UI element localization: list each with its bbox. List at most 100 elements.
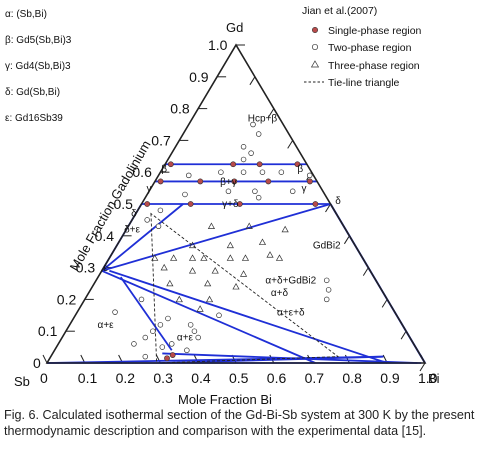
three-phase-point	[170, 254, 178, 261]
phase-boundary-line	[119, 276, 173, 351]
two-phase-point	[240, 169, 247, 175]
three-phase-point	[188, 267, 197, 274]
two-phase-point	[187, 322, 194, 328]
right-tick-mark	[249, 76, 256, 86]
phase-definitions: α: (Sb,Bi) β: Gd5(Sb,Bi)3 γ: Gd4(Sb,Bi)3…	[5, 2, 71, 132]
left-tick-label: 0.3	[76, 260, 96, 276]
three-phase-point	[275, 254, 284, 261]
legend-entry-single: Single-phase region	[328, 25, 422, 37]
left-tick-label: 0.6	[132, 164, 152, 180]
right-tick-mark	[381, 299, 388, 308]
single-phase-point	[144, 201, 151, 207]
region-label: δ	[335, 196, 341, 207]
two-phase-point	[306, 172, 313, 179]
region-label: δ	[131, 209, 137, 220]
phase-boundary-line	[109, 269, 388, 364]
three-phase-point	[226, 241, 234, 249]
left-tick-label: 0.9	[189, 69, 209, 85]
two-phase-point	[255, 131, 262, 137]
two-phase-point	[165, 315, 171, 322]
three-phase-point	[207, 222, 216, 230]
triangle-frame	[45, 43, 427, 364]
two-phase-point	[159, 344, 166, 350]
region-label: α+ε+δ	[277, 307, 305, 318]
bottom-tick-label: 0.6	[267, 370, 287, 386]
left-tick-label: 0.8	[170, 101, 190, 117]
two-phase-point	[225, 188, 232, 195]
two-phase-point	[323, 296, 330, 303]
three-phase-point	[266, 251, 274, 258]
two-phase-point	[195, 334, 201, 341]
two-phase-point	[155, 223, 162, 230]
three-phase-point	[205, 295, 214, 303]
single-phase-point	[256, 161, 263, 168]
corner-label-sb: Sb	[14, 374, 30, 389]
left-tick-label: 1.0	[208, 37, 228, 53]
bottom-tick-label: 0.4	[191, 370, 211, 386]
region-label: γ+δ	[222, 199, 239, 210]
right-tick-mark	[400, 330, 407, 340]
two-phase-point	[325, 287, 332, 293]
legend-entry-three: Three-phase region	[328, 60, 420, 72]
left-tick-label: 0	[33, 355, 41, 371]
two-phase-point	[216, 312, 222, 319]
three-phase-point	[204, 279, 212, 287]
three-phase-point	[151, 254, 159, 261]
single-phase-point	[169, 352, 176, 358]
two-phase-point	[218, 169, 224, 175]
region-label: β+γ	[220, 177, 237, 188]
two-phase-point	[142, 334, 149, 341]
single-phase-point	[197, 178, 204, 185]
tie-line-triangle	[150, 212, 340, 364]
bottom-tick-label: 0.7	[305, 370, 325, 386]
two-phase-point	[240, 156, 247, 163]
two-phase-point	[168, 341, 175, 347]
bottom-tick-label: 0.5	[229, 370, 249, 386]
legend-entry-two: Two-phase region	[328, 42, 412, 54]
region-label: γ	[147, 183, 152, 194]
right-tick-mark	[268, 108, 275, 117]
three-phase-point	[211, 267, 219, 274]
phase-epsilon: ε: Gd16Sb39	[5, 113, 63, 124]
left-tick-label: 0.2	[57, 291, 77, 307]
bottom-axis-label: Mole Fraction Bi	[178, 392, 272, 407]
two-phase-point	[259, 169, 266, 175]
two-phase-point	[184, 347, 190, 354]
right-tick-mark	[362, 267, 369, 276]
axis-ticks: 00 0.1 0.1 0.2 0.2 0.3 0.3 0.4 0.4 0.5 0.5 0.6 0.6 0.…	[33, 37, 438, 386]
two-phase-point	[278, 169, 285, 175]
two-phase-point	[250, 121, 256, 128]
three-phase-point	[239, 270, 248, 277]
single-phase-point	[187, 201, 194, 207]
legend-marker-two	[311, 43, 319, 51]
region-label: β	[161, 164, 167, 175]
phase-delta: δ: Gd(Sb,Bi)	[5, 87, 61, 98]
region-label: δ+ε	[124, 225, 140, 236]
two-phase-point	[142, 353, 149, 360]
three-phase-point	[258, 238, 267, 245]
legend-title: Jian et al.(2007)	[302, 5, 377, 17]
legend: Jian et al.(2007) Single-phase region Tw…	[302, 5, 422, 89]
phase-boundary-line	[101, 203, 184, 272]
two-phase-point	[248, 150, 254, 156]
legend-entry-tie: Tie-line triangle	[328, 77, 400, 89]
region-label: γ	[302, 183, 307, 194]
legend-marker-three	[310, 60, 320, 68]
region-label: α+δ	[271, 288, 289, 299]
two-phase-point	[157, 322, 164, 328]
three-phase-point	[166, 279, 174, 287]
bottom-tick-label: 1.0	[418, 370, 438, 386]
bottom-tick-label: 0.8	[342, 370, 362, 386]
region-label: GdBi2	[313, 241, 341, 252]
region-label: ε	[103, 263, 108, 274]
two-phase-point	[252, 188, 258, 195]
single-phase-point	[157, 178, 164, 185]
three-phase-point	[188, 241, 197, 249]
two-phase-point	[240, 144, 247, 150]
region-label: α+δ+GdBi2	[265, 276, 316, 287]
right-tick-mark	[287, 140, 294, 149]
three-phase-point	[241, 254, 250, 261]
left-tick-label: 0.5	[114, 196, 134, 212]
two-phase-point	[182, 191, 188, 198]
